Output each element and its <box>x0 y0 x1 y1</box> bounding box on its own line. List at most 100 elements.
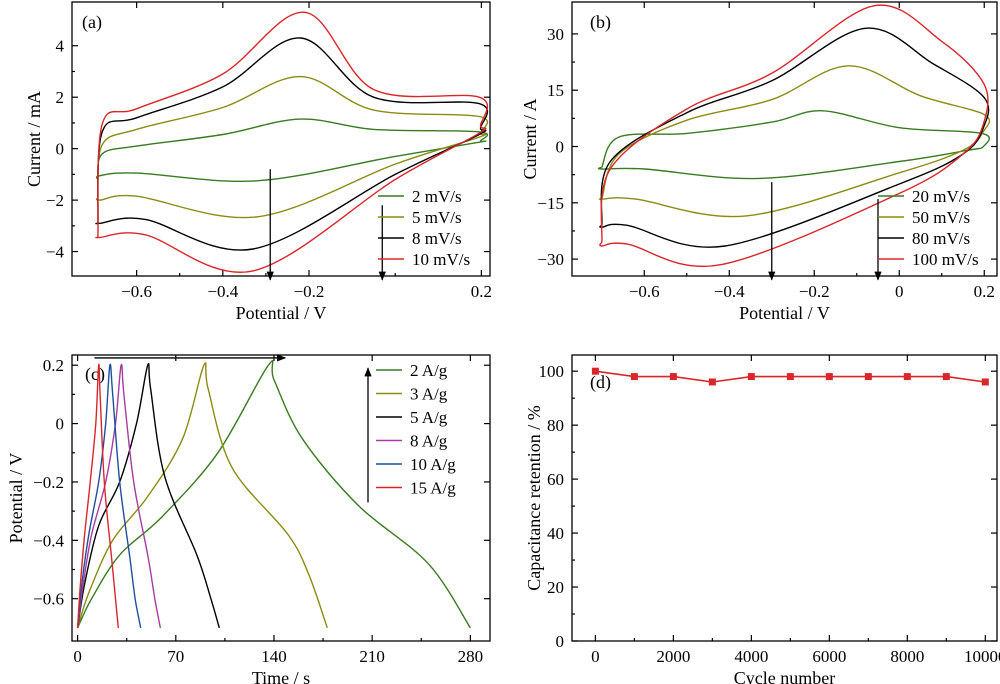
y-tick-label: 2 <box>56 88 65 107</box>
x-tick-label: 2000 <box>656 647 690 666</box>
y-tick-label: −4 <box>46 243 65 262</box>
y-tick-label: 15 <box>547 81 564 100</box>
legend-label: 10 A/g <box>410 455 456 474</box>
data-point <box>825 373 833 381</box>
plot-frame <box>571 354 998 642</box>
legend-label: 2 A/g <box>410 361 448 380</box>
data-point <box>669 373 677 381</box>
data-point <box>903 373 911 381</box>
data-point <box>630 373 638 381</box>
x-axis-label: Cycle number <box>734 668 835 684</box>
y-axis-label: Potential / V <box>6 453 26 544</box>
x-tick-label: 140 <box>261 647 287 666</box>
legend-label: 8 mV/s <box>412 229 462 248</box>
series-15-a-g <box>76 363 119 628</box>
x-tick-label: −0.2 <box>294 282 325 301</box>
y-axis-label: Capacitance retention / % <box>524 405 544 590</box>
legend-label: 3 A/g <box>410 385 448 404</box>
y-tick-label: −0.2 <box>33 473 64 492</box>
x-tick-label: 0.2 <box>974 282 995 301</box>
y-tick-label: 60 <box>547 470 564 489</box>
x-tick-label: −0.4 <box>714 282 745 301</box>
legend-label: 5 A/g <box>410 408 448 427</box>
x-tick-label: 0 <box>591 647 600 666</box>
y-tick-label: −0.6 <box>33 590 64 609</box>
series-50-mv-s <box>598 65 991 218</box>
data-point <box>786 373 794 381</box>
y-tick-label: −15 <box>537 194 564 213</box>
legend-label: 10 mV/s <box>412 250 470 269</box>
x-tick-label: 6000 <box>812 647 846 666</box>
panel-a: −0.6 −0.4 −0.2 0.2 −4 −2 0 2 4 Potential / V Curre… <box>24 1 492 323</box>
x-axis-label: Time / s <box>252 668 310 684</box>
y-tick-label: 0 <box>556 138 565 157</box>
x-axis-label: Potential / V <box>236 303 327 323</box>
y-axis-label: Current / A <box>520 99 540 180</box>
series-2-mv-s <box>95 118 489 182</box>
legend-label: 100 mV/s <box>912 250 979 269</box>
y-tick-label: 100 <box>539 362 565 381</box>
x-tick-label: 280 <box>458 647 484 666</box>
x-tick-label: 4000 <box>734 647 768 666</box>
y-axis-label: Current / mA <box>24 91 44 187</box>
x-tick-label: 0 <box>73 647 82 666</box>
series-2-a-g <box>76 359 471 629</box>
legend-label: 8 A/g <box>410 432 448 451</box>
x-tick-label: −0.6 <box>121 282 152 301</box>
panel-tag: (c) <box>85 364 105 385</box>
y-tick-label: 20 <box>547 578 564 597</box>
legend-label: 5 mV/s <box>412 208 462 227</box>
x-tick-label: −0.4 <box>207 282 238 301</box>
series-20-mv-s <box>597 110 991 180</box>
y-tick-label: −30 <box>537 250 564 269</box>
x-tick-label: 210 <box>359 647 385 666</box>
panel-b: −0.6 −0.4 −0.2 0 0.2 −30 −15 0 15 30 Potential / V… <box>520 1 998 323</box>
series-5-a-g <box>76 363 220 629</box>
x-axis-label: Potential / V <box>739 303 830 323</box>
y-tick-label: 0.2 <box>43 356 64 375</box>
series-8-a-g <box>76 363 162 629</box>
data-point <box>747 373 755 381</box>
legend-label: 2 mV/s <box>412 187 462 206</box>
x-tick-label: 0.2 <box>471 282 492 301</box>
series-10-a-g <box>76 363 142 629</box>
data-point <box>942 373 950 381</box>
panel-tag: (b) <box>590 12 611 33</box>
y-tick-label: 30 <box>547 25 564 44</box>
y-tick-label: 4 <box>56 37 65 56</box>
y-tick-label: 0 <box>56 140 65 159</box>
y-tick-label: −0.4 <box>33 531 64 550</box>
panel-tag: (d) <box>590 372 611 393</box>
series-80-mv-s <box>599 27 990 248</box>
y-tick-label: 0 <box>56 415 65 434</box>
legend: 2 mV/s 5 mV/s 8 mV/s 10 mV/s <box>378 187 470 269</box>
legend-label: 80 mV/s <box>912 229 970 248</box>
y-tick-label: 40 <box>547 524 564 543</box>
x-tick-label: −0.2 <box>799 282 830 301</box>
x-tick-label: 8000 <box>890 647 924 666</box>
panel-tag: (a) <box>82 12 102 33</box>
plot-frame <box>571 1 998 277</box>
data-point <box>864 373 872 381</box>
y-tick-label: 0 <box>556 632 565 651</box>
series-100-mv-s <box>599 4 989 267</box>
legend: 20 mV/s 50 mV/s 80 mV/s 100 mV/s <box>878 187 979 269</box>
y-tick-label: 80 <box>547 416 564 435</box>
series-3-a-g <box>76 362 328 629</box>
legend: 2 A/g 3 A/g 5 A/g 8 A/g 10 A/g 15 A/g <box>376 361 456 498</box>
x-tick-label: 70 <box>167 647 184 666</box>
legend-label: 50 mV/s <box>912 208 970 227</box>
panel-c: 0 70 140 210 280 −0.6 −0.4 −0.2 0 0.2 Time / s Pote… <box>6 354 491 684</box>
x-tick-label: 0 <box>895 282 904 301</box>
series-5-mv-s <box>95 75 489 219</box>
legend-label: 15 A/g <box>410 479 456 498</box>
legend-label: 20 mV/s <box>912 187 970 206</box>
data-point <box>591 367 599 375</box>
plot-frame <box>71 1 491 277</box>
x-tick-label: −0.6 <box>629 282 660 301</box>
series-10-mv-s <box>95 11 489 273</box>
data-point <box>981 378 989 386</box>
